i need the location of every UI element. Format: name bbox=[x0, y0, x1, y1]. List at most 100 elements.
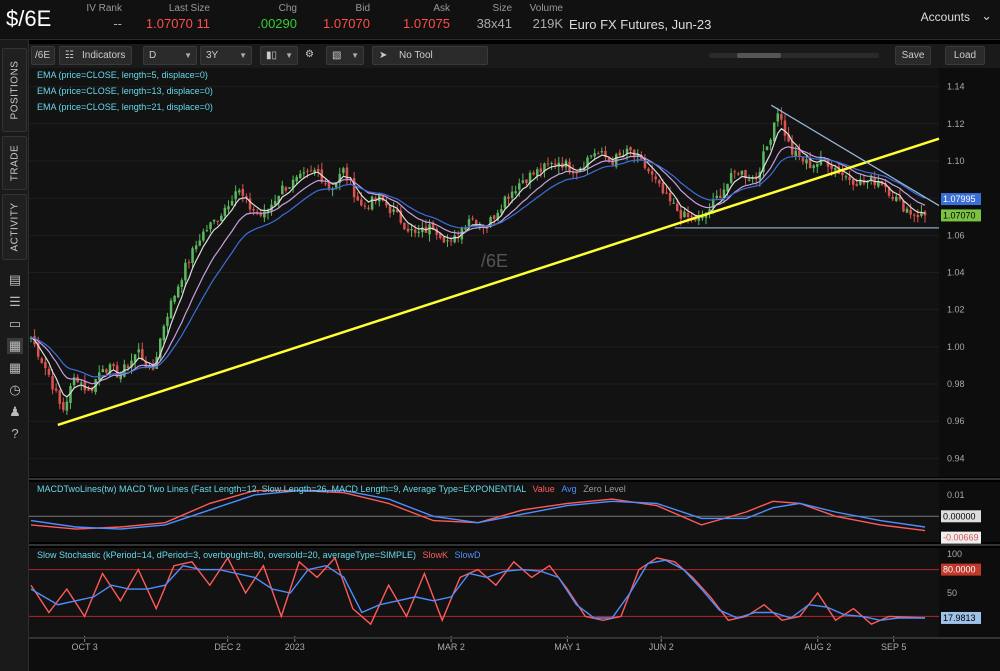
drawing-tool-select[interactable]: ➤ No Tool bbox=[372, 46, 488, 65]
range-select[interactable]: 3Y ▼ bbox=[200, 46, 252, 65]
candle-body bbox=[230, 200, 234, 206]
help-icon[interactable]: ? bbox=[11, 426, 19, 441]
load-button[interactable]: Load bbox=[945, 46, 985, 65]
candle-body bbox=[496, 212, 499, 221]
chart-symbol-field[interactable]: /6E bbox=[31, 46, 55, 65]
grid-icon[interactable]: ▦ bbox=[8, 360, 22, 375]
rail-tab-positions[interactable]: POSITIONS bbox=[2, 48, 27, 132]
candle-body bbox=[370, 196, 374, 210]
gear-icon[interactable]: ⚙ bbox=[305, 49, 314, 60]
chart-canvas[interactable]: 1.141.121.101.081.061.041.021.000.980.96… bbox=[29, 68, 1000, 671]
list-icon[interactable]: ☰ bbox=[9, 294, 21, 309]
candle-body bbox=[658, 180, 661, 184]
candle-body bbox=[571, 171, 575, 174]
candle-body bbox=[241, 188, 245, 196]
candle-body bbox=[245, 196, 248, 198]
chevron-down-icon: ▼ bbox=[239, 51, 247, 60]
candle-body bbox=[428, 224, 431, 235]
rail-tab-activity[interactable]: ACTIVITY bbox=[2, 194, 27, 260]
x-axis-bg bbox=[29, 638, 1000, 671]
candle-body bbox=[216, 220, 219, 222]
candle-body bbox=[769, 139, 772, 145]
candle-body bbox=[421, 227, 424, 233]
candle-body bbox=[281, 185, 284, 195]
last-price-tag bbox=[941, 209, 981, 222]
chevron-down-icon[interactable]: ⌄ bbox=[981, 8, 992, 23]
candle-body bbox=[306, 170, 309, 172]
candle-body bbox=[679, 209, 683, 219]
study-legend-ema13[interactable]: EMA (price=CLOSE, length=13, displace=0) bbox=[37, 86, 213, 96]
scrollbar-thumb[interactable] bbox=[737, 53, 781, 58]
candle-body bbox=[115, 365, 119, 378]
monitor-icon[interactable]: ▭ bbox=[8, 316, 22, 331]
candle-body bbox=[708, 209, 711, 214]
candle-body bbox=[794, 150, 797, 157]
interval-select[interactable]: D ▼ bbox=[143, 46, 197, 65]
price-tick-label: 0.96 bbox=[947, 416, 965, 426]
candles-icon: ▮▯ bbox=[266, 50, 278, 61]
last-price-label: 1.07070 bbox=[943, 210, 976, 220]
candle-body bbox=[535, 169, 539, 176]
candle-body bbox=[227, 206, 230, 210]
layout-icon: ▧ bbox=[332, 50, 342, 61]
accounts-menu[interactable]: Accounts bbox=[920, 10, 970, 24]
candle-body bbox=[507, 196, 510, 199]
document-icon[interactable]: ▤ bbox=[8, 272, 22, 287]
macd-legend[interactable]: MACDTwoLines(tw) MACD Two Lines (Fast Le… bbox=[37, 484, 626, 494]
indicators-button[interactable]: ☷ Indicators bbox=[59, 46, 132, 65]
users-icon[interactable]: ♟ bbox=[9, 404, 21, 419]
candle-body bbox=[593, 153, 596, 157]
candle-body bbox=[600, 151, 604, 153]
stoch-legend[interactable]: Slow Stochastic (kPeriod=14, dPeriod=3, … bbox=[37, 550, 481, 560]
candle-body bbox=[327, 182, 331, 189]
candle-body bbox=[80, 382, 83, 384]
x-tick-label: AUG 2 bbox=[804, 642, 831, 652]
study-legend-ema21[interactable]: EMA (price=CLOSE, length=21, displace=0) bbox=[37, 102, 213, 112]
indicators-icon: ☷ bbox=[65, 50, 74, 61]
candle-body bbox=[744, 169, 747, 179]
candle-body bbox=[220, 215, 223, 222]
stoch-value-tag bbox=[941, 611, 981, 624]
candle-body bbox=[399, 210, 403, 223]
candle-body bbox=[169, 300, 173, 319]
dashboard-icon[interactable]: ◷ bbox=[9, 382, 21, 397]
candle-body bbox=[40, 358, 44, 363]
macd-tick-label: 0.01 bbox=[947, 490, 965, 500]
candle-body bbox=[345, 167, 349, 180]
layout-select[interactable]: ▧ ▼ bbox=[326, 46, 364, 65]
candle-body bbox=[611, 161, 614, 165]
candle-body bbox=[539, 168, 543, 172]
chart-icon[interactable]: ▦ bbox=[7, 338, 23, 354]
candle-body bbox=[248, 198, 252, 210]
candle-body bbox=[453, 235, 456, 243]
candle-body bbox=[302, 172, 306, 174]
macd-avg-line bbox=[30, 489, 926, 530]
candle-body bbox=[729, 173, 733, 183]
candle-body bbox=[212, 219, 216, 222]
quote-label: Chg bbox=[278, 3, 297, 14]
rail-tab-trade[interactable]: TRADE bbox=[2, 136, 27, 190]
symbol-label[interactable]: $/6E bbox=[6, 6, 52, 31]
candle-body bbox=[765, 146, 769, 151]
candle-body bbox=[395, 209, 399, 212]
candle-body bbox=[47, 368, 51, 375]
candle-body bbox=[72, 377, 76, 386]
chart-style-select[interactable]: ▮▯ ▼ bbox=[260, 46, 298, 65]
study-legend-ema5[interactable]: EMA (price=CLOSE, length=5, displace=0) bbox=[37, 70, 208, 80]
slowd-line bbox=[30, 559, 925, 622]
candle-body bbox=[844, 176, 848, 178]
candle-body bbox=[439, 233, 442, 238]
candle-body bbox=[54, 388, 58, 391]
candle-body bbox=[711, 199, 715, 208]
candle-body bbox=[413, 229, 417, 233]
candle-body bbox=[550, 162, 553, 164]
save-button[interactable]: Save bbox=[895, 46, 931, 65]
candle-body bbox=[665, 192, 668, 194]
candle-body bbox=[166, 316, 169, 326]
chart-area[interactable]: 1.141.121.101.081.061.041.021.000.980.96… bbox=[29, 68, 1000, 671]
price-tick-label: 1.04 bbox=[947, 268, 965, 278]
candle-body bbox=[485, 227, 489, 229]
candle-body bbox=[209, 222, 212, 230]
chart-scrollbar[interactable] bbox=[709, 53, 879, 58]
candle-body bbox=[223, 207, 227, 216]
